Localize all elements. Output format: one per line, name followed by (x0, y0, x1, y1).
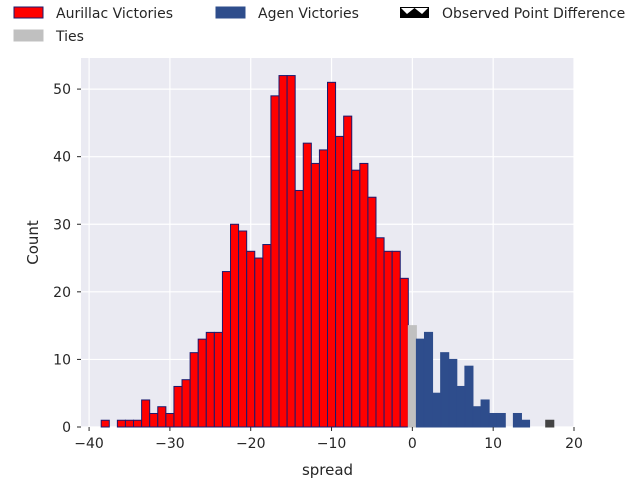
bar-aurillac--9 (335, 135, 345, 428)
bar-observed-17 (545, 419, 555, 428)
bar-agen-8 (472, 406, 482, 428)
bar-aurillac--26 (197, 338, 207, 428)
bar-ties-0 (407, 325, 417, 428)
bars (100, 75, 555, 428)
y-tick-label-1: 10 (53, 352, 71, 368)
bar-aurillac--38 (100, 419, 110, 428)
y-axis-label: Count (24, 220, 42, 265)
y-axis-ticks: 0 10 20 30 40 50 (53, 82, 81, 436)
bar-aurillac--18 (262, 244, 272, 428)
y-tick-label-4: 40 (53, 150, 71, 166)
bar-aurillac--35 (124, 419, 135, 428)
bar-aurillac--16 (278, 75, 288, 428)
legend-label-ties: Ties (55, 29, 84, 45)
x-tick-label-5: 10 (484, 436, 502, 452)
bar-agen-7 (464, 365, 474, 428)
bar-aurillac--10 (327, 81, 337, 428)
bar-aurillac--12 (310, 162, 320, 428)
bar-aurillac--14 (294, 189, 304, 428)
bar-aurillac--6 (359, 162, 369, 428)
bar-agen-1 (415, 338, 425, 428)
bar-agen-5 (448, 358, 458, 428)
bar-aurillac--24 (213, 331, 223, 428)
legend-item-aurillac: Aurillac Victories (13, 6, 173, 22)
legend-item-ties: Ties (13, 29, 84, 45)
bar-aurillac--15 (286, 75, 296, 428)
bar-agen-3 (432, 392, 442, 428)
bar-aurillac--32 (149, 412, 159, 428)
bar-aurillac--13 (302, 142, 312, 428)
y-tick-label-5: 50 (53, 82, 71, 98)
bar-aurillac--2 (391, 250, 401, 428)
bar-aurillac--8 (343, 115, 353, 428)
bar-aurillac--7 (351, 169, 361, 428)
bar-agen-10 (488, 412, 498, 428)
bar-aurillac--29 (173, 385, 183, 428)
bar-aurillac--33 (141, 399, 151, 428)
legend-swatch-aurillac (13, 6, 44, 19)
bar-aurillac--31 (157, 406, 167, 428)
bar-aurillac--25 (205, 331, 215, 428)
bar-agen-2 (423, 331, 434, 428)
bar-aurillac--28 (181, 379, 191, 428)
bar-agen-6 (456, 385, 466, 428)
bar-aurillac--1 (399, 277, 409, 428)
bar-aurillac--36 (116, 419, 126, 428)
bar-agen-14 (520, 419, 531, 428)
bar-aurillac--4 (375, 237, 385, 428)
bar-agen-13 (512, 412, 522, 428)
bar-aurillac--30 (165, 412, 175, 428)
legend-item-agen: Agen Victories (215, 6, 359, 22)
y-tick-label-0: 0 (62, 420, 71, 436)
bar-aurillac--17 (270, 95, 280, 428)
legend-label-observed: Observed Point Difference (442, 6, 625, 22)
legend: Aurillac Victories Agen Victories Observed… (13, 6, 625, 45)
bar-agen-4 (440, 352, 450, 428)
bar-aurillac--3 (383, 250, 393, 428)
bar-aurillac--27 (189, 352, 199, 428)
legend-label-agen: Agen Victories (258, 6, 359, 22)
legend-label-aurillac: Aurillac Victories (56, 6, 173, 22)
bar-aurillac--34 (133, 419, 143, 428)
bar-aurillac--19 (254, 257, 264, 428)
bar-aurillac--23 (221, 271, 232, 428)
bar-agen-11 (496, 412, 506, 428)
bar-aurillac--5 (367, 196, 377, 428)
x-tick-label-3: −10 (317, 436, 347, 452)
legend-swatch-agen (215, 6, 246, 19)
y-tick-label-2: 20 (53, 285, 71, 301)
legend-swatch-ties (13, 29, 44, 42)
bar-aurillac--20 (246, 250, 256, 428)
x-tick-label-0: −40 (74, 436, 104, 452)
legend-item-observed: Observed Point Difference (400, 6, 625, 22)
legend-swatch-observed (400, 7, 429, 18)
x-tick-label-1: −30 (155, 436, 185, 452)
y-tick-label-3: 30 (53, 217, 71, 233)
bar-aurillac--21 (238, 230, 248, 428)
bar-aurillac--11 (318, 149, 328, 428)
x-tick-label-4: 0 (408, 436, 417, 452)
x-axis-label: spread (302, 461, 353, 479)
x-tick-label-2: −20 (236, 436, 266, 452)
x-axis-ticks: −40 −30 −20 −10 0 10 20 (74, 427, 583, 452)
legend-swatch-pattern (401, 8, 428, 14)
bar-agen-9 (480, 399, 490, 428)
bar-aurillac--22 (230, 223, 240, 428)
x-tick-label-6: 20 (565, 436, 583, 452)
